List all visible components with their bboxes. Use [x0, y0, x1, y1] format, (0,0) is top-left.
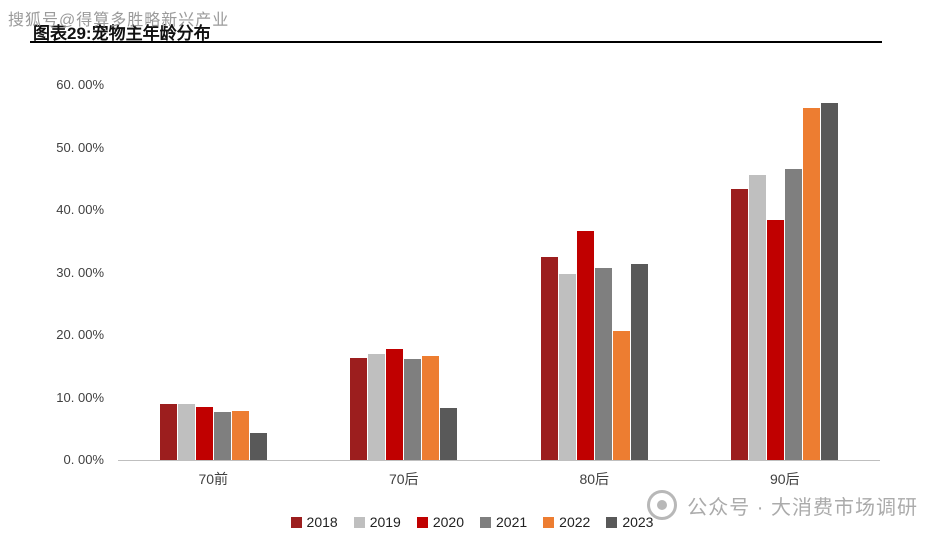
legend-item-2021: 2021 [480, 514, 527, 530]
plot-area [118, 85, 880, 461]
bar-group-70前 [118, 85, 309, 460]
x-tick-label: 70前 [198, 471, 229, 487]
legend-label: 2022 [559, 514, 591, 530]
legend-label: 2018 [306, 514, 338, 530]
y-tick-label: 40. 00% [56, 202, 104, 217]
y-tick-label: 30. 00% [56, 264, 104, 280]
x-axis: 70前 70后 80后 90后 [118, 469, 880, 489]
legend-item-2020: 2020 [416, 514, 464, 530]
x-tick-label: 80后 [579, 471, 610, 487]
bar-group-80后 [499, 85, 690, 460]
bottom-watermark-text: 公众号 · 大消费市场调研 [687, 496, 918, 519]
x-tick-label: 70后 [388, 471, 419, 487]
y-tick-label: 20. 00% [56, 327, 104, 342]
legend-label: 2020 [432, 514, 464, 530]
bar-2022 [231, 410, 249, 460]
bar-2019 [558, 274, 576, 460]
bar-2023 [630, 263, 648, 460]
legend-swatch-icon [480, 516, 491, 528]
bar-2020 [386, 348, 404, 460]
bar-2023 [821, 102, 839, 460]
bar-2021 [785, 168, 803, 460]
title-divider [30, 41, 882, 43]
bar-2019 [368, 353, 386, 460]
camera-lens-icon [647, 490, 678, 520]
bar-2021 [213, 411, 231, 460]
legend-item-2018: 2018 [290, 514, 338, 530]
bar-2022 [612, 331, 630, 460]
bottom-watermark: 公众号 · 大消费市场调研 [647, 490, 918, 520]
legend: 2018 2019 2020 2021 2022 2023 [0, 514, 944, 530]
legend-label: 2019 [369, 514, 401, 530]
bar-2020 [767, 220, 785, 460]
bar-2021 [594, 267, 612, 460]
bar-2018 [350, 357, 368, 460]
bar-2018 [159, 403, 177, 460]
legend-swatch-icon [606, 516, 618, 528]
bar-2022 [422, 356, 440, 460]
bar-2023 [440, 407, 458, 460]
legend-swatch-icon [543, 516, 555, 528]
legend-swatch-icon [416, 516, 428, 528]
legend-swatch-icon [290, 516, 302, 528]
legend-item-2023: 2023 [606, 514, 653, 530]
bar-2023 [249, 433, 267, 460]
top-watermark-text: 搜狐号@得算多胜略新兴产业 [8, 12, 230, 29]
y-tick-label: 60. 00% [56, 77, 104, 92]
legend-swatch-icon [353, 516, 365, 528]
y-tick-label: 50. 00% [56, 139, 104, 155]
bar-2020 [576, 231, 594, 460]
x-tick-label: 90后 [769, 471, 800, 487]
legend-label: 2021 [496, 514, 528, 530]
y-tick-label: 0. 00% [63, 452, 104, 467]
bar-2022 [803, 108, 821, 460]
legend-item-2019: 2019 [353, 514, 401, 530]
bar-2018 [540, 256, 558, 460]
bar-group-70后 [309, 85, 500, 460]
bar-2018 [731, 188, 749, 460]
bar-2019 [749, 175, 767, 460]
bar-group-90后 [690, 85, 881, 460]
legend-label: 2023 [622, 514, 654, 530]
bar-2019 [177, 403, 195, 460]
y-tick-label: 10. 00% [56, 389, 104, 405]
bar-2021 [404, 358, 422, 460]
bar-2020 [195, 406, 213, 460]
y-axis: 60. 00% 50. 00% 40. 00% 30. 00% 20. 00% 10. 0… [0, 77, 106, 467]
chart-title: 图表29:宠物主年龄分布 [33, 24, 211, 43]
legend-item-2022: 2022 [543, 514, 590, 530]
